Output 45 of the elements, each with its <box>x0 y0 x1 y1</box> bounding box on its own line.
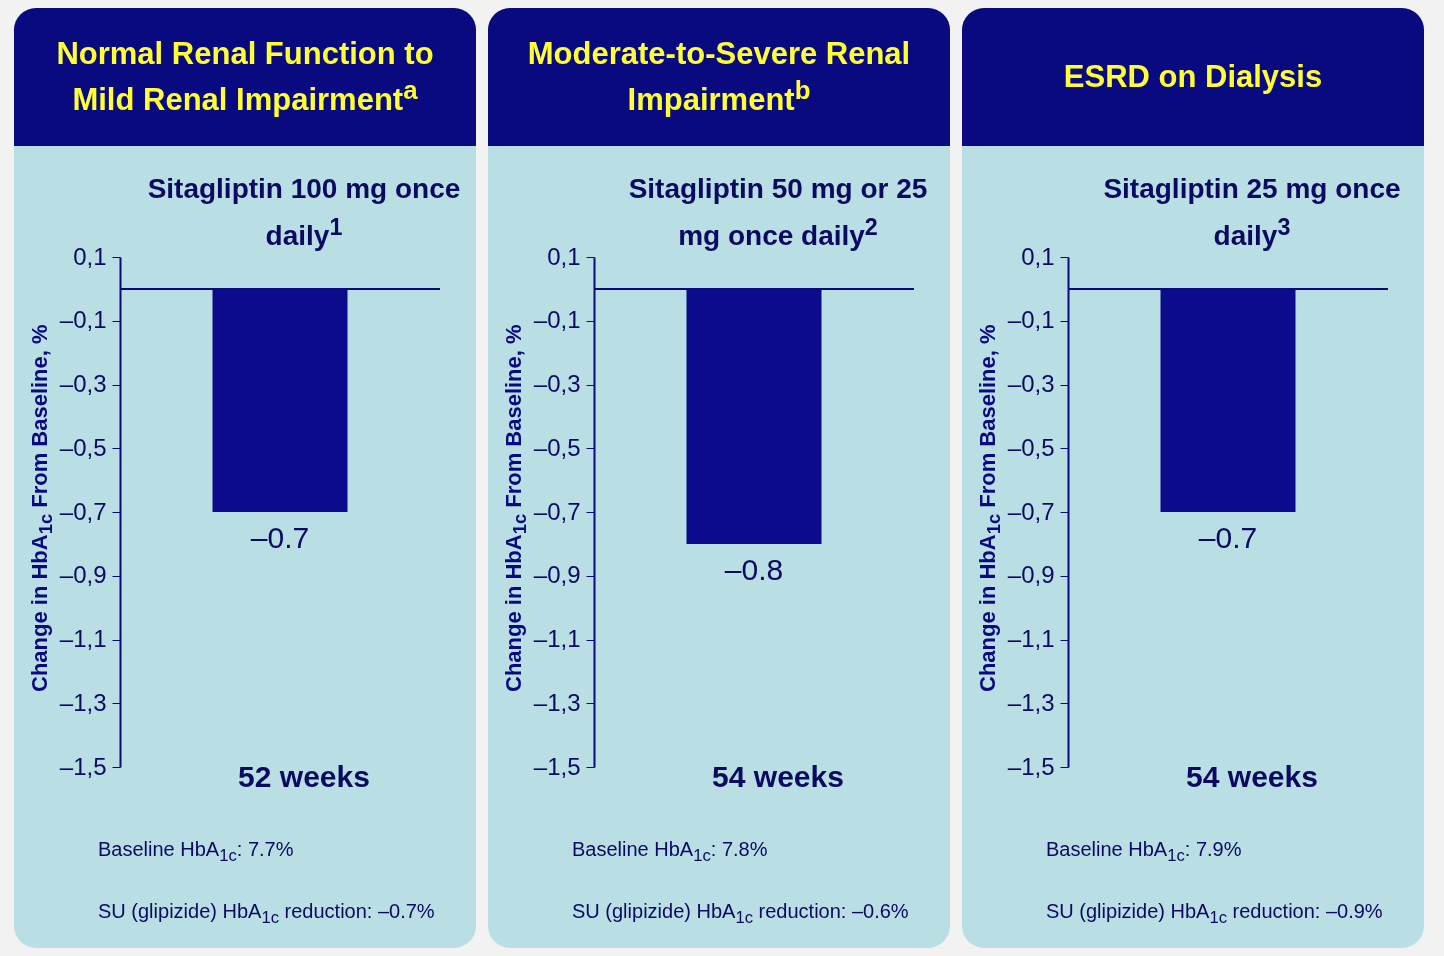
y-tick-label: 0,1 <box>547 242 581 270</box>
y-tick-label: –1,3 <box>59 688 107 716</box>
y-tick-label: –0,3 <box>59 370 107 397</box>
data-label: –0.7 <box>250 521 310 554</box>
y-tick-label: –0,1 <box>1007 306 1055 334</box>
y-tick-label: –0,5 <box>1007 433 1055 461</box>
y-tick-label: –0,9 <box>1007 561 1055 589</box>
chart-subtitle: Sitagliptin 50 mg or 25 mg once daily$^{2}$ <box>627 172 929 254</box>
text: SU (glipizide) HbA$_{1c}$ reduction: –0.6% <box>572 900 909 928</box>
text: Baseline HbA$_{1c}$: 7.8% <box>572 838 768 866</box>
y-tick-label: –1,5 <box>533 752 581 780</box>
chart-subtitle: Sitagliptin 100 mg once daily$^{1}$ <box>146 172 462 254</box>
y-tick-label: 0,1 <box>1021 242 1055 270</box>
chart-subtitle: Sitagliptin 25 mg once daily$^{3}$ <box>1102 172 1402 254</box>
y-tick-label: 0,1 <box>73 242 107 270</box>
y-tick-label: –0,9 <box>533 561 581 589</box>
text: SU (glipizide) HbA$_{1c}$ reduction: –0.7% <box>98 900 435 928</box>
x-axis-title: 54 weeks <box>711 760 845 794</box>
chart-title: Moderate-to-Severe Renal Impairment$^{b}$ <box>526 34 912 120</box>
y-tick-label: –0,1 <box>533 306 581 334</box>
y-tick-label: –0,7 <box>1007 497 1055 525</box>
y-tick-label: –0,7 <box>533 497 581 525</box>
y-tick-label: –0,5 <box>59 433 107 461</box>
text: Baseline HbA$_{1c}$: 7.7% <box>98 838 294 866</box>
y-tick-label: –0,1 <box>59 306 107 334</box>
text: SU (glipizide) HbA$_{1c}$ reduction: –0.9% <box>1046 900 1383 928</box>
y-tick-label: –0,5 <box>533 433 581 461</box>
x-axis-title: 52 weeks <box>237 760 371 794</box>
y-tick-label: –1,3 <box>1007 688 1055 716</box>
y-tick-label: –1,1 <box>59 625 107 652</box>
text: Baseline HbA$_{1c}$: 7.9% <box>1046 838 1242 866</box>
y-tick-label: –1,1 <box>533 625 581 652</box>
y-tick-label: –1,3 <box>533 688 581 716</box>
y-tick-label: –1,5 <box>1007 752 1055 780</box>
y-tick-label: –1,5 <box>59 752 107 780</box>
chart-title: ESRD on Dialysis <box>1063 57 1323 96</box>
x-axis-title: 54 weeks <box>1185 760 1319 794</box>
y-tick-label: –0,7 <box>59 497 107 525</box>
data-label: –0.8 <box>724 552 784 586</box>
y-tick-label: –0,3 <box>533 370 581 397</box>
y-tick-label: –1,1 <box>1007 625 1055 652</box>
y-tick-label: –0,9 <box>59 561 107 589</box>
chart-title: Normal Renal Function to Mild Renal Impairment$^{a}$ <box>55 34 435 120</box>
y-tick-label: –0,3 <box>1007 370 1055 397</box>
data-label: –0.7 <box>1198 521 1258 554</box>
